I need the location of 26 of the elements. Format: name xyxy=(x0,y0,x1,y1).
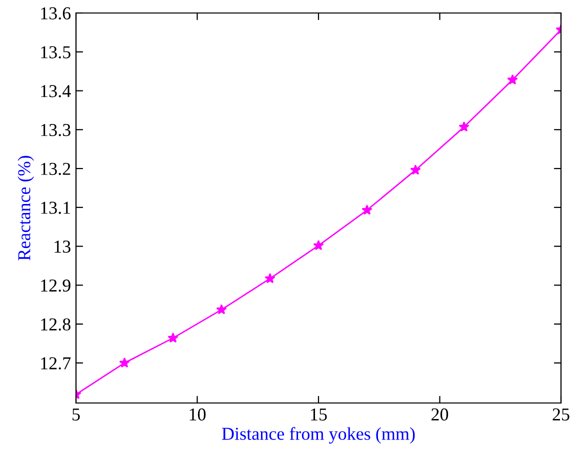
y-tick-label: 13.2 xyxy=(41,162,70,176)
point xyxy=(507,74,518,85)
point xyxy=(168,332,178,343)
y-tick-label: 12.8 xyxy=(41,318,70,331)
y-tick-label: 13.6 xyxy=(41,7,71,20)
x-tick-label: 5 xyxy=(72,408,80,421)
point xyxy=(362,204,372,215)
x-axis-title: Distance from yokes (mm) xyxy=(222,427,415,444)
x-tick-label: 20 xyxy=(432,408,448,421)
y-tick-label: 12.9 xyxy=(41,279,70,292)
x-tick-label: 10 xyxy=(190,408,206,421)
point xyxy=(119,357,130,368)
x-tick-label: 15 xyxy=(311,408,327,421)
y-tick-label: 13.5 xyxy=(41,46,70,58)
y-tick-label: 13.4 xyxy=(41,85,71,98)
point xyxy=(216,304,227,314)
x-tick-label: 25 xyxy=(552,408,570,421)
y-tick-label: 13 xyxy=(54,240,70,253)
point xyxy=(410,164,421,175)
point xyxy=(264,273,276,284)
y-tick-label: 13.1 xyxy=(41,202,70,214)
y-tick-label: 13.3 xyxy=(41,124,70,136)
y-tick-label: 12.7 xyxy=(41,357,71,370)
point xyxy=(458,121,470,132)
y-axis-title: Reactance (%) xyxy=(18,156,34,260)
point xyxy=(313,240,324,250)
